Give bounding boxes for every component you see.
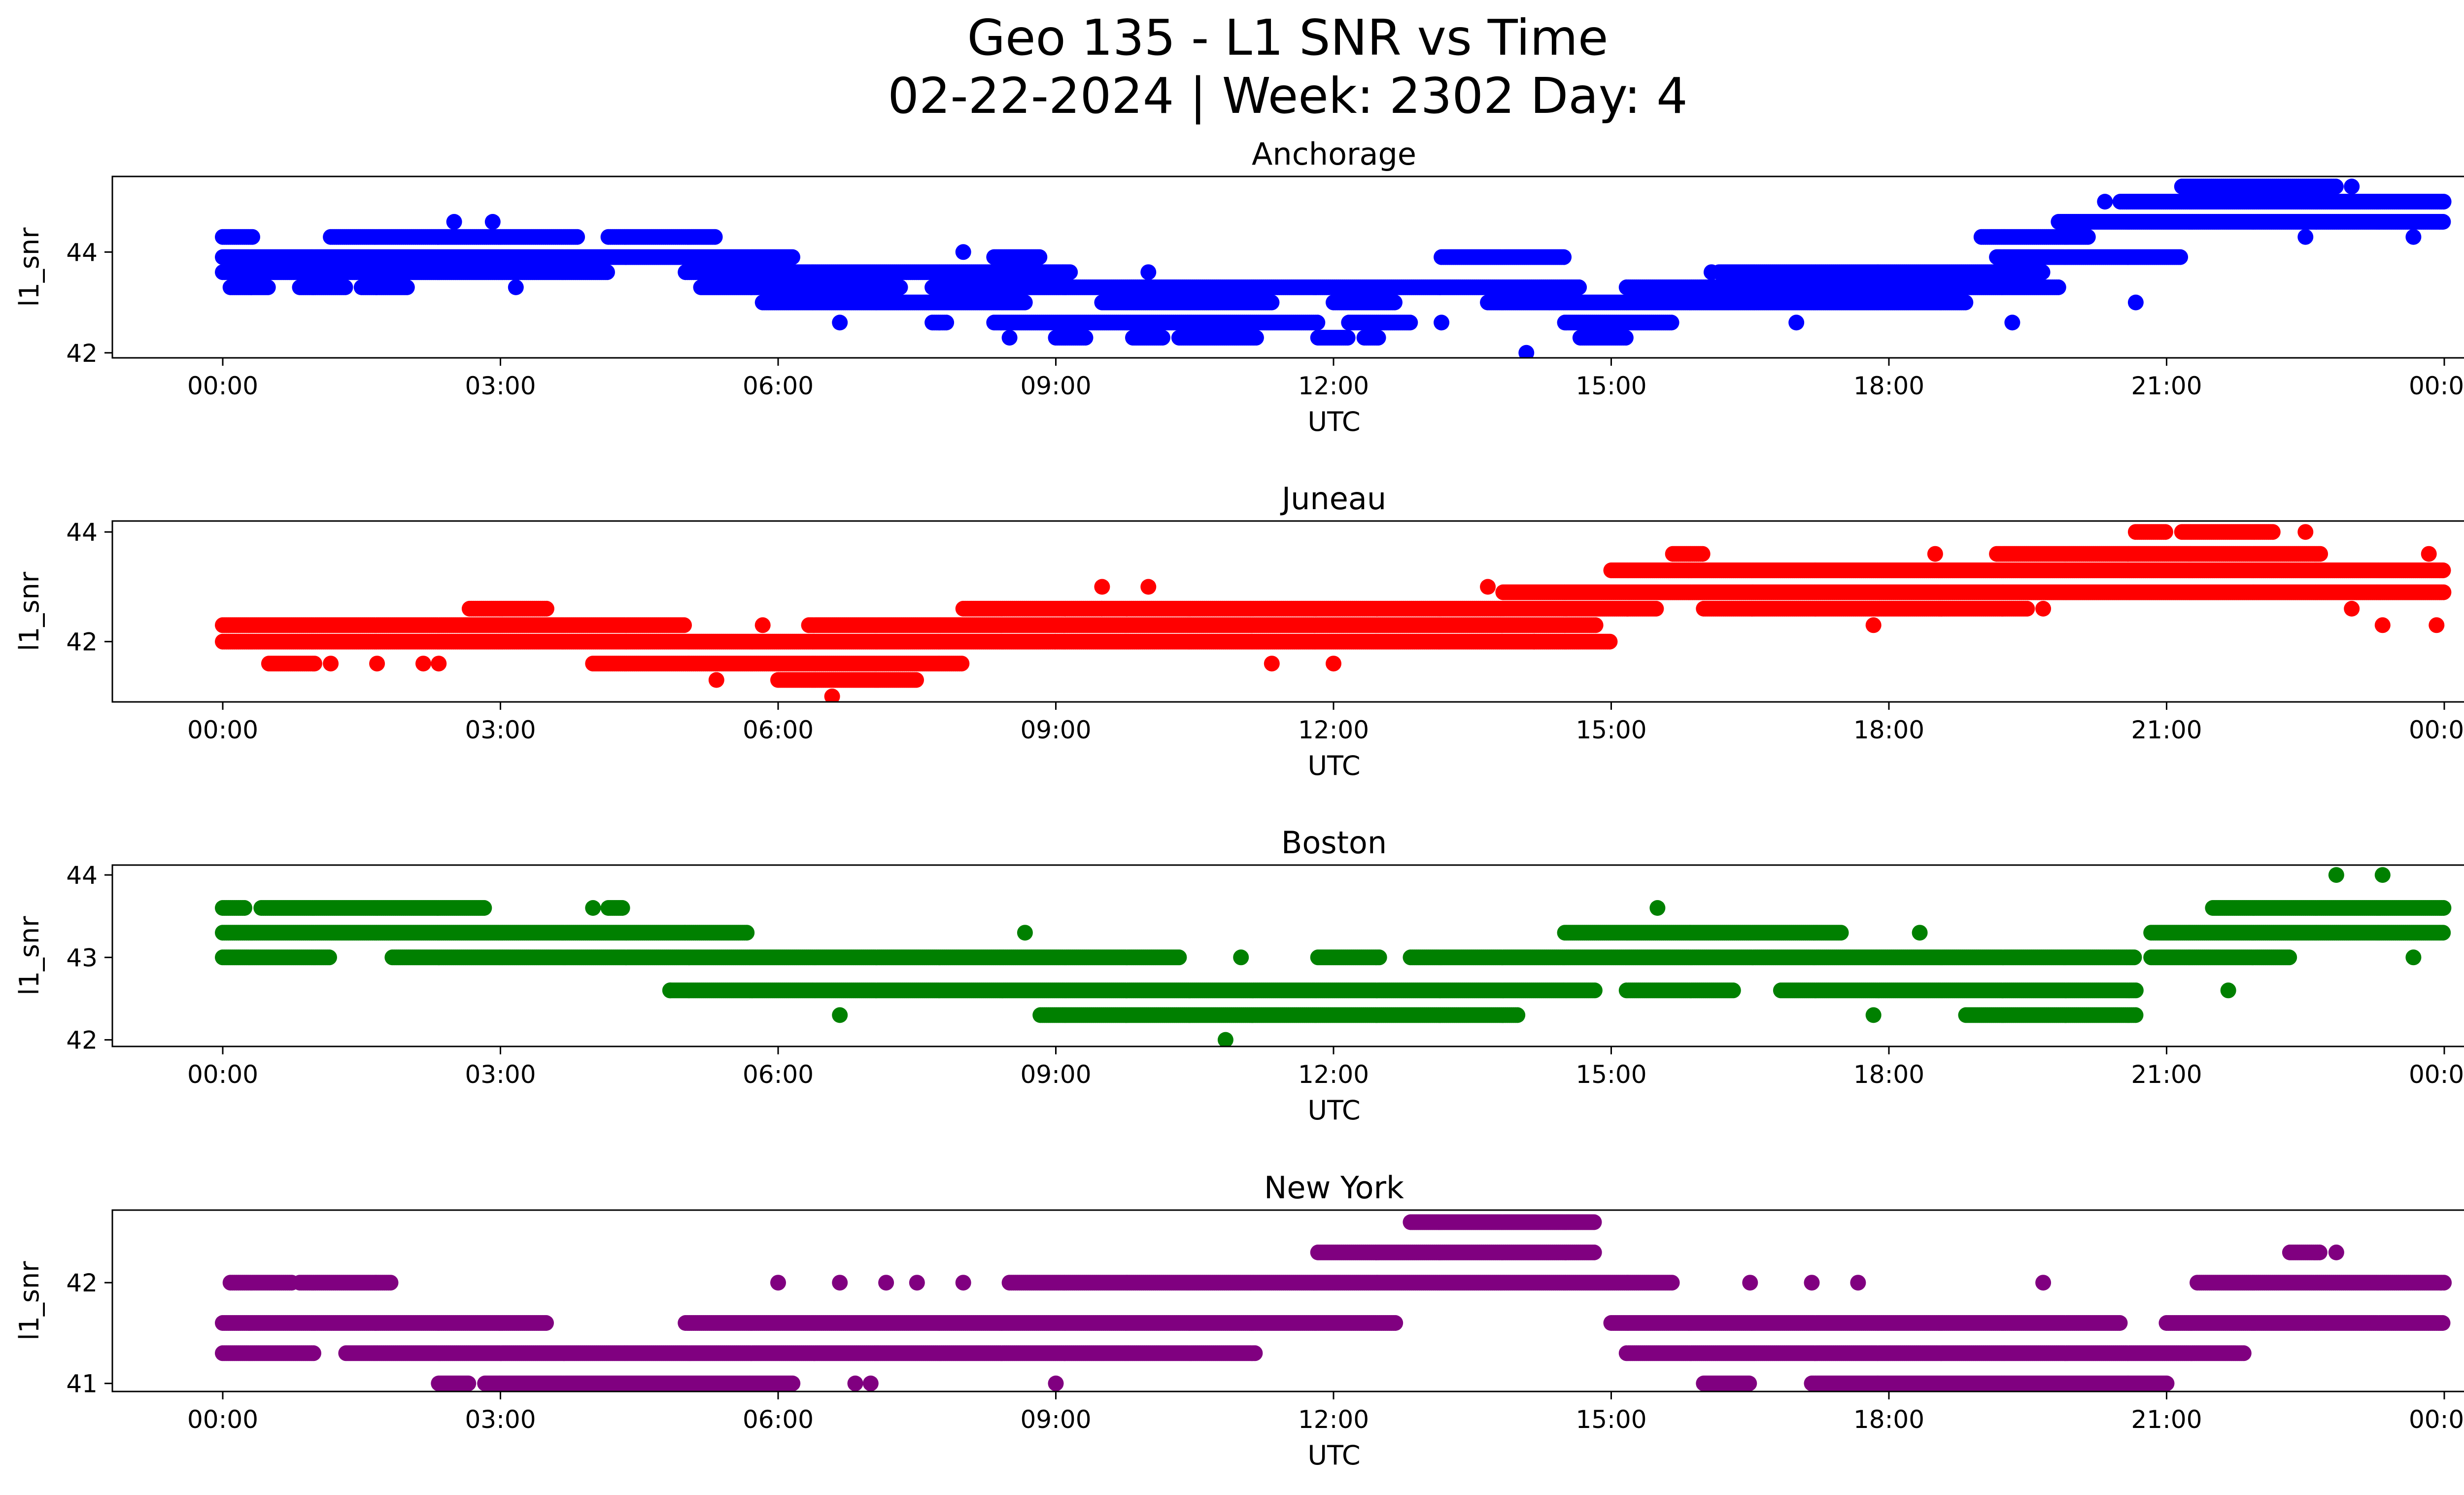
- data-points: [215, 178, 2452, 358]
- figure-title-line1: Geo 135 - L1 SNR vs Time: [967, 9, 1608, 67]
- data-point: [2405, 229, 2422, 245]
- x-tick-label: 21:00: [2131, 372, 2202, 400]
- data-point: [1062, 264, 1078, 280]
- data-point: [955, 244, 971, 260]
- data-point: [1788, 314, 1805, 331]
- data-point: [1704, 264, 1719, 280]
- subplot-title: Anchorage: [1252, 136, 1416, 172]
- data-point: [306, 656, 322, 672]
- y-tick-label: 44: [66, 238, 98, 267]
- data-point: [676, 617, 692, 633]
- x-tick-label: 09:00: [1020, 372, 1091, 400]
- data-point: [1339, 330, 1356, 346]
- data-point: [2435, 214, 2451, 230]
- data-point: [2127, 294, 2144, 311]
- data-point: [399, 279, 415, 295]
- data-point: [484, 214, 501, 230]
- data-point: [1387, 294, 1403, 311]
- data-point: [244, 229, 260, 245]
- data-point: [1587, 617, 1604, 633]
- data-point: [1571, 279, 1587, 295]
- data-point: [1001, 330, 1018, 346]
- subplot-title: Juneau: [1280, 481, 1386, 517]
- x-axis-label: UTC: [1307, 406, 1360, 437]
- x-tick-label: 00:00: [2409, 372, 2464, 400]
- data-point: [2097, 194, 2113, 210]
- data-point: [832, 314, 848, 331]
- data-point: [2344, 178, 2360, 195]
- data-point: [337, 279, 353, 295]
- x-tick-label: 15:00: [1575, 372, 1646, 400]
- data-point: [1370, 330, 1386, 346]
- y-axis-label: l1_snr: [14, 227, 45, 307]
- figure-title: Geo 135 - L1 SNR vs Time 02-22-2024 | We…: [0, 9, 2464, 125]
- data-point: [1077, 330, 1094, 346]
- data-point: [260, 279, 276, 295]
- data-point: [1264, 294, 1280, 311]
- data-point: [1602, 633, 1618, 650]
- data-point: [954, 656, 970, 672]
- data-point: [1155, 330, 1170, 346]
- panel-anchorage: Anchorage 00:00 03:00 06:00 09:00 12:00 15:00 1…: [14, 136, 2464, 437]
- x-tick-label: 18:00: [1853, 372, 1924, 400]
- data-point: [1957, 294, 1974, 311]
- data-point: [569, 229, 585, 245]
- data-point: [1556, 249, 1572, 265]
- x-tick-label: 12:00: [1298, 372, 1369, 400]
- data-point: [1309, 314, 1326, 331]
- x-tick-label: 03:00: [465, 372, 536, 400]
- data-points: [215, 524, 2452, 702]
- data-point: [908, 672, 924, 688]
- data-point: [508, 279, 524, 295]
- data-point: [938, 314, 955, 331]
- data-point: [446, 214, 462, 230]
- x-tick-label: 06:00: [743, 372, 814, 400]
- data-point: [2034, 264, 2051, 280]
- data-point: [1140, 264, 1157, 280]
- data-point: [2172, 249, 2189, 265]
- data-point: [2297, 229, 2314, 245]
- data-point: [599, 264, 615, 280]
- data-point: [1663, 314, 1679, 331]
- figure-title-line2: 02-22-2024 | Week: 2302 Day: 4: [888, 67, 1688, 125]
- y-tick-label: 42: [66, 339, 98, 368]
- data-point: [2004, 314, 2020, 331]
- data-point: [1017, 294, 1033, 311]
- data-point: [2327, 178, 2344, 195]
- data-point: [2050, 279, 2066, 295]
- data-point: [1031, 249, 1048, 265]
- x-tick-label: 00:00: [187, 372, 258, 400]
- data-point: [1518, 345, 1535, 358]
- data-point: [1402, 314, 1418, 331]
- data-point: [1434, 314, 1450, 331]
- data-point: [892, 279, 908, 295]
- data-point: [2080, 229, 2096, 245]
- data-point: [707, 229, 723, 245]
- data-point: [1248, 330, 1264, 346]
- data-point: [1617, 330, 1634, 346]
- data-point: [785, 249, 800, 265]
- data-point: [2435, 194, 2452, 210]
